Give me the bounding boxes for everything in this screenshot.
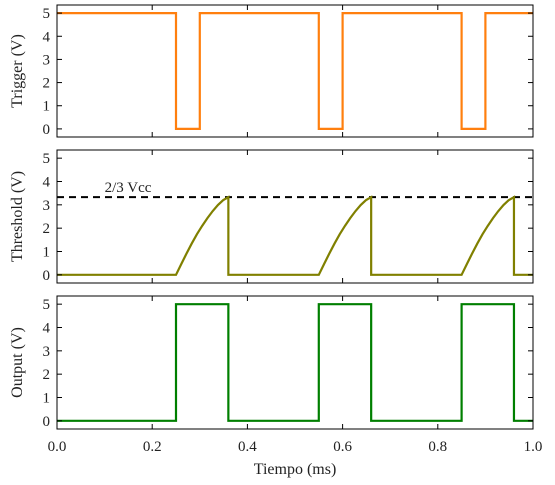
x-tick-label: 0.6	[333, 439, 352, 455]
x-tick-label: 0.0	[48, 439, 67, 455]
y-tick-label: 1	[43, 245, 51, 261]
y-tick-label: 3	[43, 52, 51, 68]
y-axis-label: Output (V)	[9, 327, 26, 398]
x-axis-label: Tiempo (ms)	[254, 461, 337, 478]
y-tick-label: 0	[43, 414, 51, 430]
y-tick-label: 5	[43, 151, 51, 167]
panel-1: 0 1 2 3 4 5 Trigger (V)	[9, 4, 534, 138]
plot-frame	[56, 4, 534, 138]
plot-frame	[56, 149, 534, 284]
series-line-1	[57, 195, 533, 276]
x-tick-label: 1.0	[524, 439, 543, 455]
reference-line-label: 2/3 Vcc	[105, 180, 152, 196]
y-axis-label: Threshold (V)	[9, 171, 26, 262]
panel-3: 0 1 2 3 4 5 0.0 0.2 0.4 0.6 0.8 1.0 Output (V) Tiempo…	[9, 295, 543, 478]
y-tick-label: 4	[43, 175, 51, 191]
y-tick-label: 3	[43, 344, 51, 360]
y-tick-label: 0	[43, 122, 51, 138]
y-tick-label: 1	[43, 391, 51, 407]
x-tick-label: 0.4	[238, 439, 257, 455]
y-tick-label: 5	[43, 6, 51, 22]
y-tick-label: 4	[43, 29, 51, 45]
y-tick-label: 2	[43, 367, 51, 383]
series-line-1	[57, 303, 533, 422]
y-axis-label: Trigger (V)	[9, 34, 26, 108]
panel-2: 2/3 Vcc 0 1 2 3 4 5 Threshold (V)	[9, 149, 534, 284]
y-tick-label: 3	[43, 198, 51, 214]
y-tick-label: 0	[43, 268, 51, 284]
y-tick-label: 1	[43, 99, 51, 115]
y-tick-label: 2	[43, 76, 51, 92]
x-tick-label: 0.2	[143, 439, 162, 455]
x-tick-label: 0.8	[428, 439, 447, 455]
y-tick-label: 2	[43, 221, 51, 237]
series-line-1	[57, 12, 533, 130]
plot-frame	[56, 295, 534, 430]
y-tick-label: 4	[43, 321, 51, 337]
y-tick-label: 5	[43, 297, 51, 313]
